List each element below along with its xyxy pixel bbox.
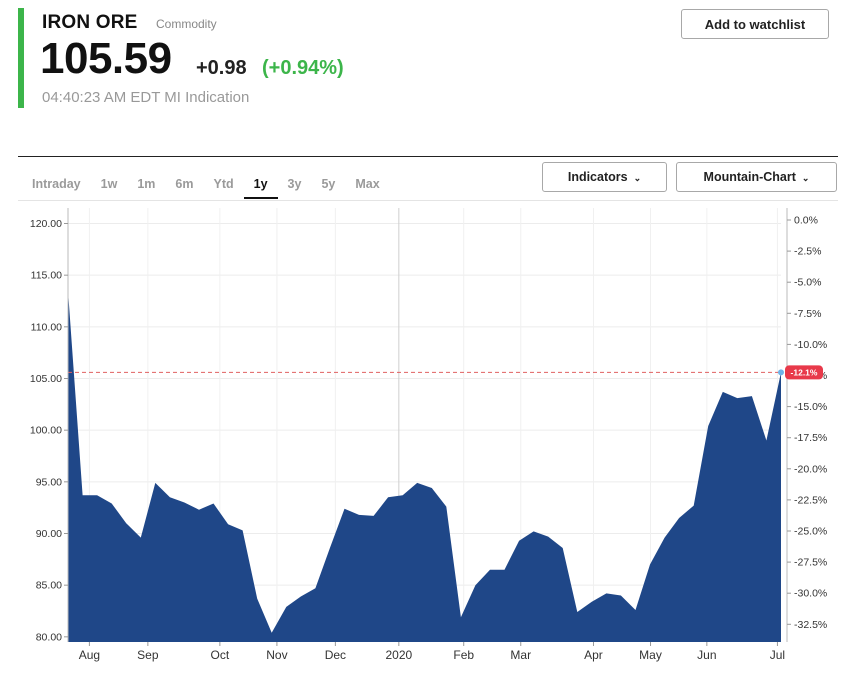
indicators-dropdown[interactable]: Indicators ⌄: [542, 162, 667, 192]
x-tick-label: May: [639, 648, 662, 662]
y-right-tick-label: -5.0%: [794, 277, 821, 289]
tabs-divider: [18, 200, 838, 201]
chevron-down-icon: ⌄: [801, 172, 810, 183]
price-change: +0.98: [196, 57, 247, 79]
y-right-tick-label: 0.0%: [794, 215, 818, 227]
tab-ytd[interactable]: Ytd: [213, 177, 234, 191]
y-right-tick-label: -27.5%: [794, 557, 827, 569]
section-divider: [18, 156, 838, 157]
indicators-label: Indicators: [567, 170, 628, 184]
accent-bar: [18, 8, 24, 108]
last-percent-badge: -12.1%: [785, 365, 823, 380]
y-right-tick-label: -30.0%: [794, 588, 827, 600]
chart-type-label: Mountain-Chart: [703, 170, 796, 184]
price-chart[interactable]: 120.00 115.00 110.00 105.00 100.00 95.00 90.00…: [0, 200, 843, 678]
y-tick-label: 105.00: [30, 373, 62, 385]
instrument-name: IRON ORE: [42, 12, 138, 33]
x-tick-label: Aug: [79, 648, 100, 662]
chart-type-dropdown[interactable]: Mountain-Chart ⌄: [676, 162, 837, 192]
x-axis-ticks: Aug Sep Oct Nov Dec 2020 Feb Mar Apr May Jun Jul: [79, 642, 785, 662]
left-axis-ticks: 120.00 115.00 110.00 105.00 100.00 95.00 90.00…: [30, 218, 68, 643]
last-percent-label: -12.1%: [791, 367, 818, 377]
x-tick-label: Oct: [211, 648, 230, 662]
price-area: [68, 290, 781, 642]
x-tick-label: Apr: [584, 648, 603, 662]
tab-intraday[interactable]: Intraday: [32, 177, 81, 191]
tab-5y[interactable]: 5y: [321, 177, 336, 191]
instrument-type: Commodity: [156, 17, 217, 31]
y-tick-label: 95.00: [36, 476, 62, 488]
tab-1w[interactable]: 1w: [100, 177, 118, 191]
y-right-tick-label: -20.0%: [794, 463, 827, 475]
tab-max[interactable]: Max: [355, 177, 380, 191]
y-tick-label: 85.00: [36, 580, 62, 592]
y-tick-label: 115.00: [31, 270, 62, 282]
x-tick-label: Jun: [697, 648, 716, 662]
x-tick-label: 2020: [385, 648, 412, 662]
y-tick-label: 100.00: [30, 425, 62, 437]
x-tick-label: Feb: [453, 648, 474, 662]
x-tick-label: Jul: [770, 648, 785, 662]
tab-6m[interactable]: 6m: [175, 177, 194, 191]
quote-timestamp: 04:40:23 AM EDT MI Indication: [42, 89, 250, 106]
y-right-tick-label: -2.5%: [794, 246, 821, 258]
y-right-tick-label: -32.5%: [794, 619, 827, 631]
tab-1m[interactable]: 1m: [137, 177, 156, 191]
y-right-tick-label: -22.5%: [794, 494, 827, 506]
y-right-tick-label: -25.0%: [794, 526, 827, 538]
y-tick-label: 90.00: [36, 528, 62, 540]
x-tick-label: Nov: [266, 648, 287, 662]
y-tick-label: 80.00: [36, 631, 62, 643]
x-tick-label: Sep: [137, 648, 159, 662]
y-tick-label: 110.00: [31, 321, 62, 333]
price-change-percent: (+0.94%): [262, 57, 344, 79]
y-tick-label: 120.00: [30, 218, 62, 230]
tab-1y[interactable]: 1y: [243, 170, 278, 199]
y-right-tick-label: -10.0%: [794, 339, 827, 351]
last-price: 105.59: [40, 34, 172, 83]
range-tabs: Intraday 1w 1m 6m Ytd 1y 3y 5y Max: [22, 170, 390, 199]
y-right-tick-label: -17.5%: [794, 432, 827, 444]
chevron-down-icon: ⌄: [633, 172, 642, 183]
y-right-tick-label: -15.0%: [794, 401, 827, 413]
add-to-watchlist-button[interactable]: Add to watchlist: [681, 9, 829, 39]
x-tick-label: Mar: [510, 648, 531, 662]
y-right-tick-label: -7.5%: [794, 308, 821, 320]
tab-3y[interactable]: 3y: [287, 177, 302, 191]
x-tick-label: Dec: [325, 648, 346, 662]
last-point-marker: [778, 369, 784, 376]
right-axis-ticks: 0.0%-2.5%-5.0%-7.5%-10.0%-12.5%-15.0%-17…: [787, 215, 827, 631]
